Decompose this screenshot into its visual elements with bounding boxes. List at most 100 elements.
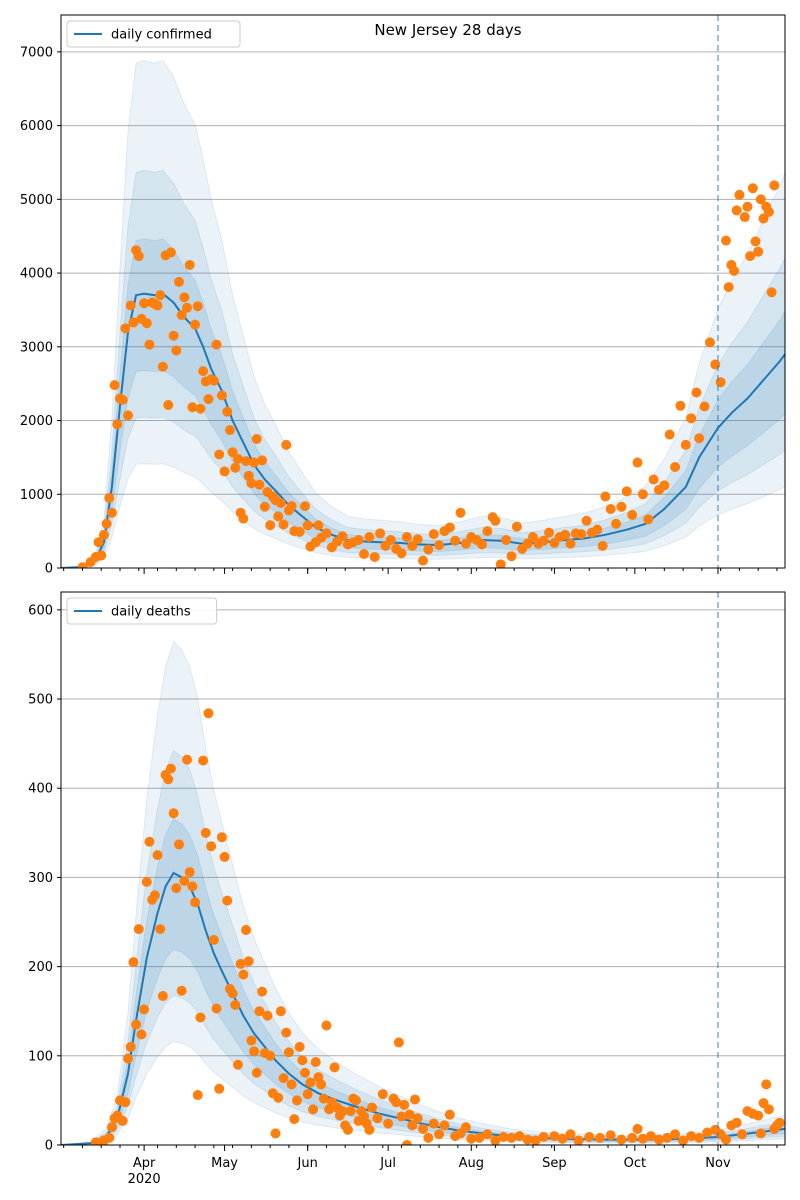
data-point — [192, 1090, 203, 1101]
data-point — [409, 1094, 420, 1105]
data-point — [321, 1020, 332, 1031]
data-point — [208, 934, 219, 945]
legend: daily confirmed — [66, 20, 241, 48]
data-point — [594, 1132, 605, 1143]
data-point — [699, 401, 710, 412]
data-point — [149, 890, 160, 901]
data-point — [455, 507, 466, 518]
y-tick-label: 500 — [28, 693, 53, 708]
data-point — [90, 1137, 101, 1145]
data-point — [152, 300, 163, 311]
data-point — [265, 1050, 276, 1061]
plot-area — [61, 640, 785, 1145]
data-point — [104, 1132, 115, 1143]
data-point — [418, 555, 428, 566]
data-point — [372, 1113, 383, 1124]
data-point — [206, 841, 217, 852]
data-point — [227, 988, 238, 999]
data-point — [168, 330, 179, 341]
data-point — [527, 532, 538, 543]
y-tick-label: 300 — [28, 871, 53, 886]
data-point — [482, 1129, 493, 1140]
data-point — [176, 985, 187, 996]
data-point — [238, 513, 249, 524]
data-point — [198, 366, 209, 377]
data-point — [501, 534, 512, 545]
data-point — [538, 1131, 549, 1142]
data-point — [222, 406, 233, 417]
data-point — [632, 1123, 643, 1134]
data-point — [522, 1134, 533, 1145]
data-point — [187, 402, 198, 413]
data-point — [597, 540, 608, 551]
data-point — [385, 534, 396, 545]
data-point — [219, 466, 230, 477]
data-point — [734, 189, 745, 200]
data-point — [482, 526, 493, 537]
data-point — [763, 1104, 774, 1115]
plot-area — [61, 60, 785, 568]
data-point — [257, 455, 268, 466]
data-point — [318, 1093, 329, 1104]
data-point — [423, 1132, 434, 1143]
data-point — [745, 251, 756, 262]
data-point — [396, 1111, 407, 1122]
data-point — [117, 1115, 128, 1126]
data-point — [120, 323, 131, 334]
uncertainty-band-2 — [61, 169, 785, 568]
data-point — [254, 479, 265, 490]
data-point — [359, 548, 370, 559]
data-point — [155, 924, 166, 935]
data-point — [686, 1131, 697, 1142]
data-point — [182, 302, 193, 313]
chart-title: New Jersey 28 days — [374, 21, 521, 39]
data-point — [412, 1113, 423, 1124]
data-point — [163, 400, 174, 411]
data-point — [300, 1067, 311, 1078]
x-tick-label: Sep — [542, 1156, 567, 1171]
uncertainty-band-3 — [61, 817, 785, 1145]
data-point — [576, 529, 587, 540]
legend-label: daily deaths — [111, 605, 191, 620]
data-point — [753, 246, 764, 257]
data-point — [101, 518, 112, 529]
data-point — [750, 236, 761, 247]
data-point — [377, 1089, 388, 1100]
data-point — [731, 205, 742, 216]
data-point — [251, 433, 262, 444]
data-point — [216, 832, 227, 843]
data-point — [265, 520, 276, 531]
data-point — [643, 514, 654, 525]
data-point — [401, 532, 412, 543]
data-point — [144, 339, 155, 350]
data-point — [128, 317, 139, 328]
data-point — [758, 213, 769, 224]
data-point — [275, 1006, 286, 1017]
data-point — [444, 522, 455, 533]
data-point — [211, 339, 222, 350]
data-point — [173, 839, 184, 850]
data-point — [369, 551, 380, 562]
data-point — [235, 958, 246, 969]
legend-box — [66, 597, 218, 625]
data-point — [530, 1135, 541, 1145]
data-point — [605, 504, 616, 515]
data-point — [106, 1122, 117, 1133]
data-point — [125, 1041, 136, 1052]
data-point — [329, 1062, 340, 1073]
data-point — [747, 183, 758, 194]
data-point — [670, 1129, 681, 1140]
data-point — [423, 544, 434, 555]
data-point — [659, 480, 670, 491]
data-point — [753, 1110, 764, 1121]
data-point — [305, 1077, 316, 1088]
data-point — [581, 515, 592, 526]
data-point — [281, 1027, 292, 1038]
data-point — [112, 419, 123, 430]
data-point — [694, 1132, 705, 1143]
data-point — [187, 881, 198, 892]
data-point — [544, 527, 555, 538]
data-point — [428, 1118, 439, 1129]
data-point — [286, 1079, 297, 1090]
data-point — [678, 1135, 689, 1145]
